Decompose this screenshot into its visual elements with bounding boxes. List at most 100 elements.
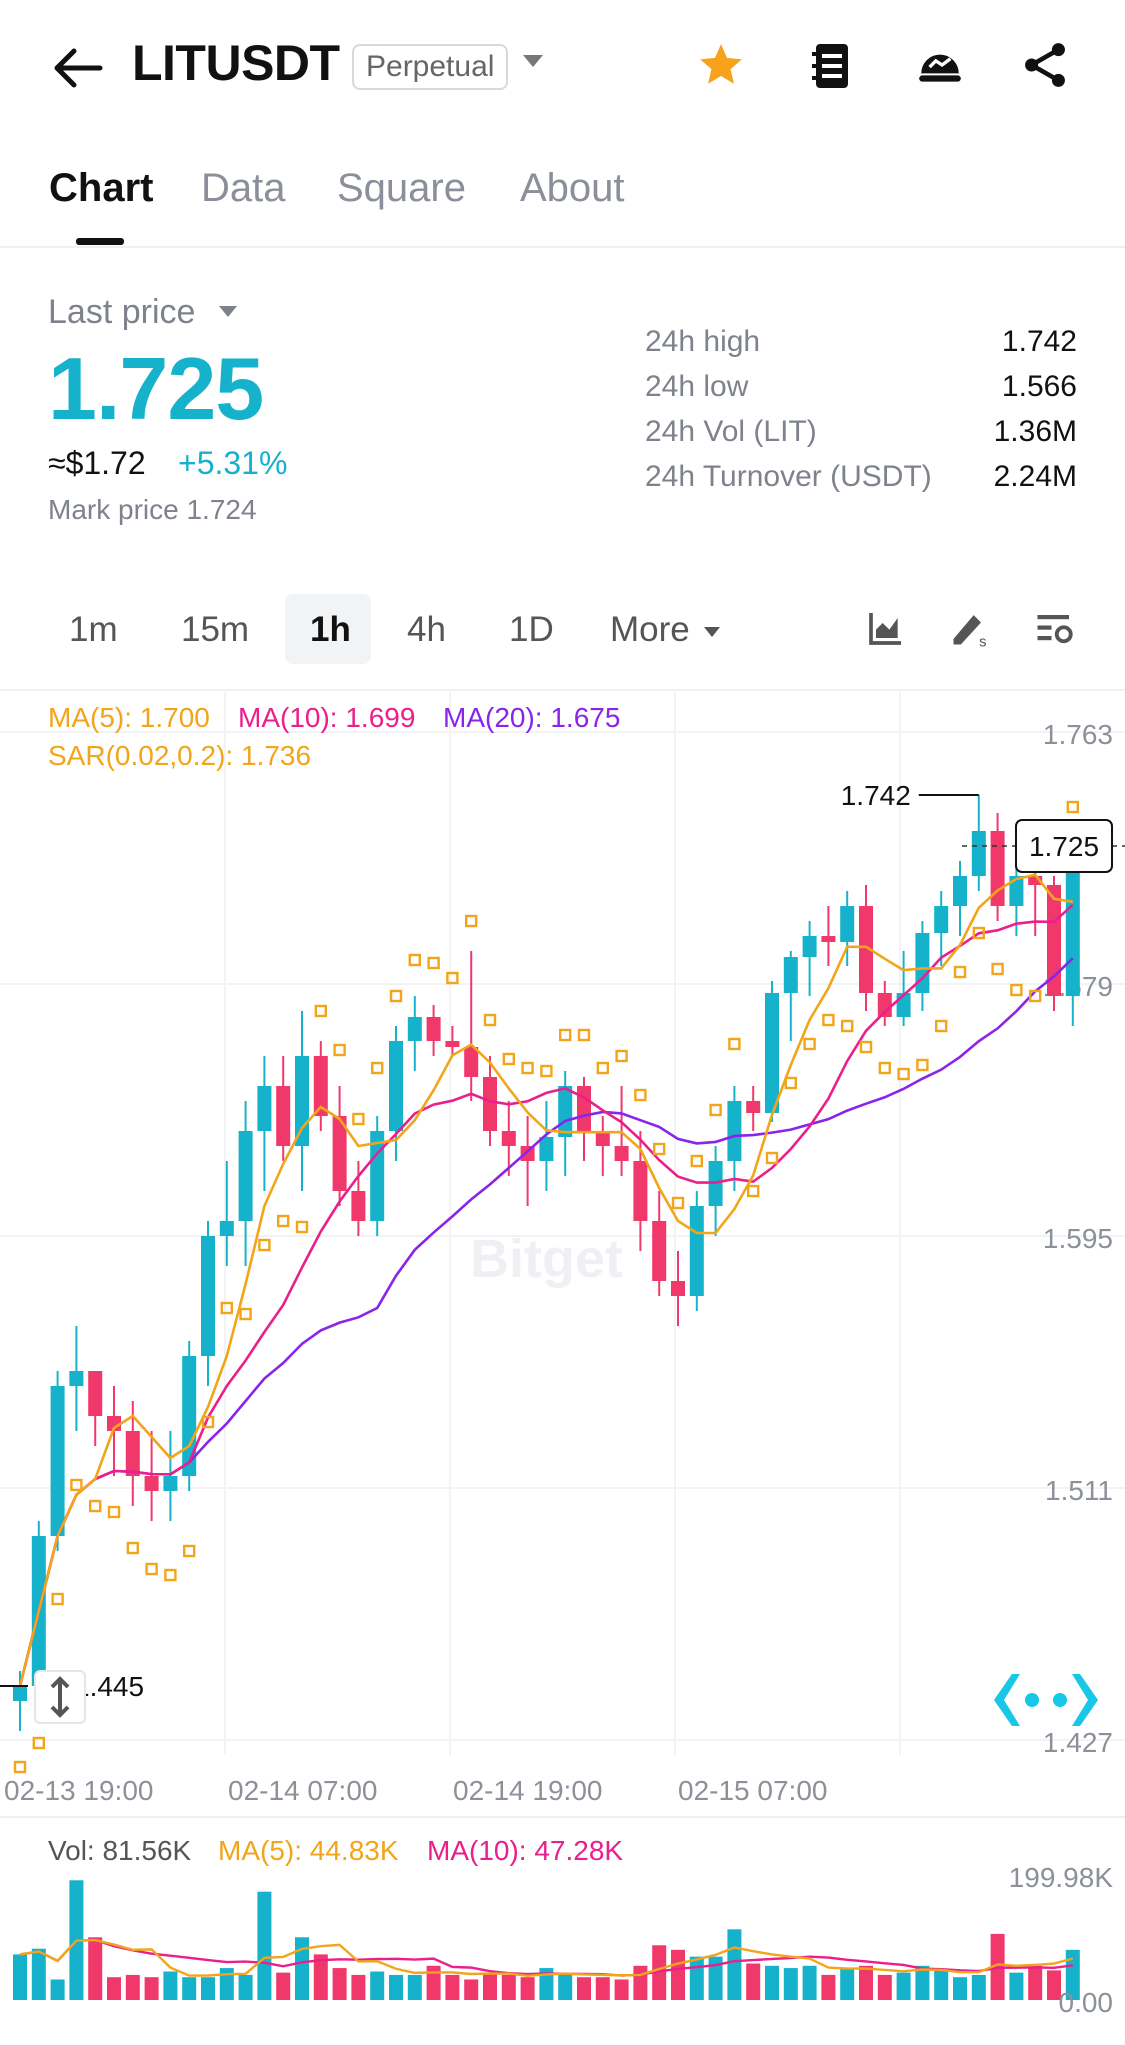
candle-body[interactable]	[595, 1131, 610, 1146]
candle-body[interactable]	[1047, 885, 1061, 996]
volume-bar[interactable]	[238, 1974, 253, 2000]
candle-body[interactable]	[276, 1086, 291, 1146]
star-icon[interactable]	[696, 40, 746, 90]
candle-body[interactable]	[671, 1281, 685, 1296]
chart-type-icon[interactable]	[866, 608, 906, 648]
candle-body[interactable]	[1065, 846, 1080, 996]
volume-bar[interactable]	[276, 1972, 291, 2000]
price-type-dropdown-icon[interactable]	[219, 306, 237, 317]
timeframe-1m[interactable]: 1m	[69, 610, 118, 649]
symbol-dropdown-icon[interactable]	[523, 55, 543, 67]
volume-bar[interactable]	[614, 1979, 629, 2000]
notes-icon[interactable]	[810, 42, 854, 90]
volume-bar[interactable]	[483, 1972, 497, 2000]
candle-body[interactable]	[238, 1131, 253, 1221]
candle-body[interactable]	[652, 1221, 667, 1281]
tab-chart[interactable]: Chart	[49, 166, 154, 210]
candle-body[interactable]	[445, 1041, 460, 1047]
volume-bar[interactable]	[389, 1974, 403, 2000]
volume-bar[interactable]	[840, 1968, 855, 2000]
candle-body[interactable]	[389, 1041, 403, 1131]
volume-bar[interactable]	[125, 1974, 140, 2000]
volume-bar[interactable]	[727, 1929, 742, 2000]
candle-body[interactable]	[351, 1191, 366, 1221]
volume-bar[interactable]	[577, 1977, 591, 2000]
candle-body[interactable]	[840, 906, 855, 942]
candle-body[interactable]	[915, 933, 930, 993]
timeframe-more[interactable]: More	[610, 610, 690, 649]
volume-bar[interactable]	[783, 1968, 798, 2000]
volume-bar[interactable]	[219, 1968, 234, 2000]
volume-bar[interactable]	[464, 1979, 479, 2000]
candle-body[interactable]	[577, 1086, 591, 1131]
volume-bar[interactable]	[971, 1974, 986, 2000]
candle-body[interactable]	[802, 936, 817, 957]
candle-body[interactable]	[88, 1371, 103, 1416]
candle-body[interactable]	[370, 1131, 385, 1221]
volume-bar[interactable]	[182, 1977, 197, 2000]
candle-body[interactable]	[219, 1221, 234, 1236]
volume-bar[interactable]	[558, 1974, 573, 2000]
last-price-label[interactable]: Last price	[48, 293, 196, 331]
volume-bar[interactable]	[633, 1965, 648, 2000]
share-icon[interactable]	[1022, 42, 1068, 88]
volume-bar[interactable]	[1028, 1965, 1043, 2000]
volume-bar[interactable]	[915, 1965, 930, 2000]
volume-bar[interactable]	[332, 1968, 347, 2000]
candle-body[interactable]	[313, 1056, 328, 1116]
volume-bar[interactable]	[295, 1937, 309, 2000]
volume-bar[interactable]	[520, 1977, 535, 2000]
candle-body[interactable]	[501, 1131, 516, 1146]
chart-settings-icon[interactable]	[1034, 608, 1076, 650]
more-caret-icon[interactable]	[704, 627, 720, 637]
volume-bar[interactable]	[689, 1956, 704, 2000]
candle-body[interactable]	[558, 1086, 573, 1137]
candle-body[interactable]	[971, 831, 986, 876]
volume-bar[interactable]	[107, 1977, 121, 2000]
volume-bar[interactable]	[407, 1974, 422, 2000]
candle-body[interactable]	[689, 1206, 704, 1296]
volume-bar[interactable]	[13, 1954, 27, 2000]
chart-resize-handle[interactable]	[34, 1670, 86, 1724]
candle-body[interactable]	[163, 1476, 178, 1491]
volume-bar[interactable]	[257, 1891, 272, 2000]
volume-bar[interactable]	[859, 1965, 873, 2000]
candle-body[interactable]	[13, 1686, 27, 1701]
candle-body[interactable]	[859, 906, 873, 993]
volume-bar[interactable]	[426, 1965, 441, 2000]
volume-bar[interactable]	[821, 1974, 836, 2000]
timeframe-1h[interactable]: 1h	[310, 610, 351, 649]
candle-body[interactable]	[783, 957, 798, 993]
volume-bar[interactable]	[877, 1974, 892, 2000]
candle-body[interactable]	[727, 1101, 742, 1161]
volume-bar[interactable]	[802, 1965, 817, 2000]
candle-body[interactable]	[539, 1137, 554, 1161]
volume-bar[interactable]	[88, 1937, 103, 2000]
candle-body[interactable]	[125, 1431, 140, 1476]
bot-icon[interactable]	[915, 40, 965, 90]
volume-bar[interactable]	[351, 1974, 366, 2000]
timeframe-4h[interactable]: 4h	[407, 610, 446, 649]
volume-bar[interactable]	[445, 1974, 460, 2000]
candle-body[interactable]	[483, 1077, 497, 1131]
symbol-title[interactable]: LITUSDT	[132, 35, 340, 91]
candle-body[interactable]	[821, 936, 836, 942]
contract-type-badge[interactable]: Perpetual	[352, 44, 509, 90]
volume-bar[interactable]	[50, 1979, 65, 2000]
candle-body[interactable]	[765, 993, 779, 1113]
candle-body[interactable]	[69, 1371, 84, 1386]
volume-bar[interactable]	[144, 1977, 159, 2000]
back-arrow-icon[interactable]	[52, 46, 104, 90]
candle-body[interactable]	[332, 1116, 347, 1191]
volume-bar[interactable]	[501, 1974, 516, 2000]
candle-body[interactable]	[614, 1146, 629, 1161]
volume-bar[interactable]	[953, 1977, 967, 2000]
candle-body[interactable]	[877, 993, 892, 1017]
volume-bar[interactable]	[370, 1971, 385, 2000]
volume-bar[interactable]	[313, 1954, 328, 2000]
volume-bar[interactable]	[652, 1945, 667, 2000]
draw-tool-icon[interactable]: s	[948, 606, 992, 650]
volume-bar[interactable]	[163, 1971, 178, 2000]
volume-bar[interactable]	[595, 1977, 610, 2000]
candle-body[interactable]	[426, 1017, 441, 1041]
